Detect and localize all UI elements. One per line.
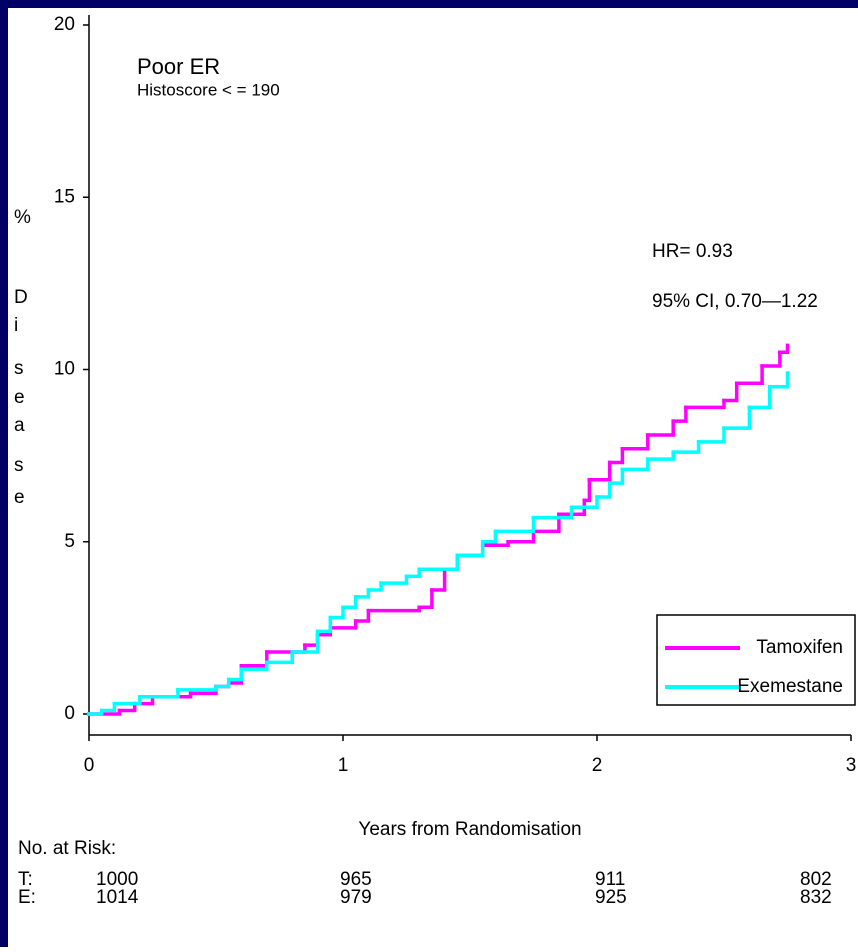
y-axis-title: e <box>14 387 25 408</box>
step-segment <box>684 398 726 410</box>
risk-row-label: E: <box>18 887 36 908</box>
step-segment <box>341 595 358 609</box>
step-segment <box>646 419 675 437</box>
risk-row-label: T: <box>18 869 33 890</box>
step-segment <box>607 446 625 465</box>
step-segment <box>607 467 625 485</box>
step-segment <box>117 701 137 713</box>
step-segment <box>646 450 675 461</box>
x-tick-label: 1 <box>338 755 349 776</box>
panel <box>8 8 858 947</box>
step-segment <box>760 350 782 368</box>
step-segment <box>328 619 358 630</box>
step-segment <box>557 498 587 516</box>
risk-value: 802 <box>800 869 832 890</box>
risk-value: 979 <box>340 887 372 908</box>
y-axis-title: D <box>14 287 28 308</box>
step-segment <box>767 371 790 389</box>
step-segment <box>315 615 333 634</box>
y-axis-title: e <box>14 487 25 508</box>
step-segment <box>671 405 688 423</box>
risk-value: 1000 <box>96 869 138 890</box>
chart-subtitle: Histoscore < = 190 <box>137 80 280 99</box>
risk-title: No. at Risk: <box>18 838 116 859</box>
step-segment <box>696 426 726 444</box>
step-segment <box>112 695 142 706</box>
x-tick-label: 2 <box>592 755 603 776</box>
step-segment <box>531 505 574 520</box>
step-segment <box>582 477 592 503</box>
step-segment <box>569 495 599 510</box>
legend <box>656 614 856 706</box>
y-axis-title: s <box>14 455 24 476</box>
step-segment <box>480 529 498 544</box>
step-segment <box>138 688 180 699</box>
y-axis-title: s <box>14 358 24 379</box>
step-segment <box>353 608 371 623</box>
step-segment <box>620 457 650 472</box>
x-tick-label: 0 <box>84 755 95 776</box>
annotation: 95% CI, 0.70—1.22 <box>652 291 818 312</box>
risk-value: 911 <box>595 869 625 890</box>
step-segment <box>99 701 117 713</box>
y-axis-title: i <box>14 315 18 336</box>
step-segment <box>620 433 650 451</box>
step-segment <box>747 384 772 410</box>
annotation: HR= 0.93 <box>652 241 733 262</box>
step-segment <box>506 529 536 544</box>
legend-label: Exemestane <box>737 676 843 697</box>
y-tick-label: 15 <box>54 186 75 207</box>
step-segment <box>417 553 460 572</box>
step-segment <box>734 364 764 386</box>
step-segment <box>214 677 231 689</box>
step-segment <box>379 574 409 585</box>
step-segment <box>493 515 536 534</box>
y-tick-label: 10 <box>54 359 75 380</box>
step-segment <box>239 660 269 671</box>
step-segment <box>531 512 561 534</box>
chart-title: Poor ER <box>137 54 220 79</box>
risk-value: 965 <box>340 869 372 890</box>
step-segment <box>404 567 421 578</box>
step-segment <box>595 481 612 499</box>
step-segment <box>265 650 294 665</box>
x-tick-label: 3 <box>846 755 857 776</box>
y-axis-title: a <box>14 415 25 436</box>
step-segment <box>722 381 739 403</box>
x-axis-title: Years from Randomisation <box>358 819 581 840</box>
step-segment <box>290 629 320 654</box>
y-tick-label: 0 <box>64 703 75 724</box>
step-segment <box>722 405 752 430</box>
step-segment <box>587 460 612 482</box>
step-segment <box>430 567 447 592</box>
y-axis-title: % <box>14 207 31 228</box>
step-segment <box>366 581 383 592</box>
step-segment <box>417 588 434 609</box>
risk-value: 1014 <box>96 887 139 908</box>
step-segment <box>353 588 371 599</box>
legend-label: Tamoxifen <box>756 637 843 658</box>
y-tick-label: 5 <box>64 531 75 552</box>
step-segment <box>778 343 790 355</box>
step-segment <box>671 440 701 454</box>
step-segment <box>226 667 244 682</box>
step-segment <box>328 605 345 620</box>
y-tick-label: 20 <box>54 14 75 35</box>
risk-value: 832 <box>800 887 832 908</box>
risk-value: 925 <box>595 887 627 908</box>
step-segment <box>455 540 485 558</box>
